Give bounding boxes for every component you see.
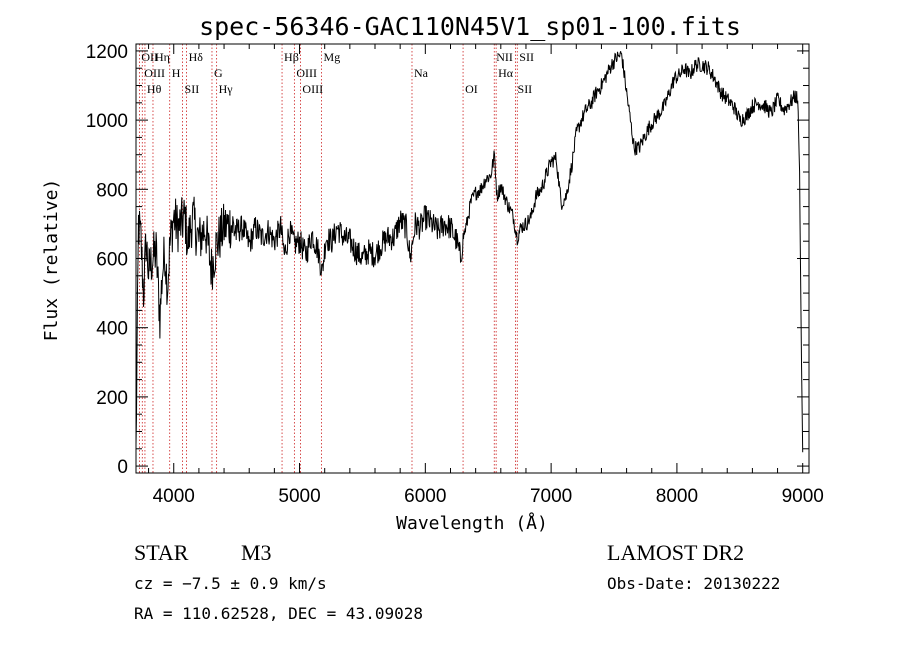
x-tick-label: 4000	[153, 486, 195, 507]
line-marker-label: SII	[518, 82, 533, 96]
line-marker-label: Na	[414, 66, 429, 80]
spectrum-line	[135, 51, 804, 453]
y-tick-label: 800	[96, 180, 128, 201]
line-marker-label: OIII	[296, 66, 317, 80]
plot-frame	[135, 43, 810, 474]
x-tick-label: 6000	[404, 486, 446, 507]
y-tick-label: 400	[96, 319, 128, 340]
chart-title: spec-56346-GAC110N45V1_sp01-100.fits	[199, 12, 741, 41]
x-tick-label: 7000	[530, 486, 572, 507]
line-marker-label: Hα	[498, 66, 514, 80]
y-tick-label: 200	[96, 388, 128, 409]
line-marker-label: Hγ	[219, 82, 234, 96]
object-subclass: M3	[241, 540, 272, 565]
line-marker-label: Hβ	[284, 50, 299, 64]
line-marker-label: OII	[141, 50, 158, 64]
sky-coordinates: RA = 110.62528, DEC = 43.09028	[134, 604, 423, 623]
redshift-cz: cz = −7.5 ± 0.9 km/s	[134, 574, 327, 593]
line-marker-label: H	[172, 66, 181, 80]
line-marker-label: NII	[496, 50, 513, 64]
x-tick-label: 9000	[782, 486, 824, 507]
line-marker-label: Hδ	[189, 50, 204, 64]
line-marker-label: SII	[519, 50, 534, 64]
object-class: STAR	[134, 540, 189, 565]
x-axis: 4000 5000 6000 7000 8000 9000	[148, 44, 824, 507]
line-labels: OII OIII Hθ HηH SII Hδ G Hγ Hβ OIII OIII Mg Na OI NII H…	[141, 50, 534, 96]
y-tick-label: 1000	[86, 111, 128, 132]
line-marker-label: Hη	[155, 50, 170, 64]
x-tick-label: 8000	[656, 486, 698, 507]
y-tick-label: 1200	[86, 42, 128, 63]
line-marker-label: OIII	[302, 82, 323, 96]
y-tick-label: 0	[117, 457, 128, 478]
x-tick-label: 5000	[278, 486, 320, 507]
line-marker-label: SII	[185, 82, 200, 96]
line-marker-label: Mg	[324, 50, 341, 64]
spectrum-layer	[135, 51, 804, 453]
line-marker-label: G	[214, 66, 223, 80]
y-axis-label: Flux (relative)	[41, 179, 62, 342]
emission-line-markers	[138, 44, 518, 473]
observation-date: Obs-Date: 20130222	[607, 574, 780, 593]
y-tick-label: 600	[96, 250, 128, 271]
survey-name: LAMOST DR2	[607, 540, 744, 565]
y-axis: 0 200 400 600 800 1000 1200	[86, 42, 809, 478]
x-axis-label: Wavelength (Å)	[396, 512, 548, 534]
line-marker-label: OI	[465, 82, 478, 96]
line-marker-label: Hθ	[147, 82, 162, 96]
line-marker-label: OIII	[144, 66, 165, 80]
